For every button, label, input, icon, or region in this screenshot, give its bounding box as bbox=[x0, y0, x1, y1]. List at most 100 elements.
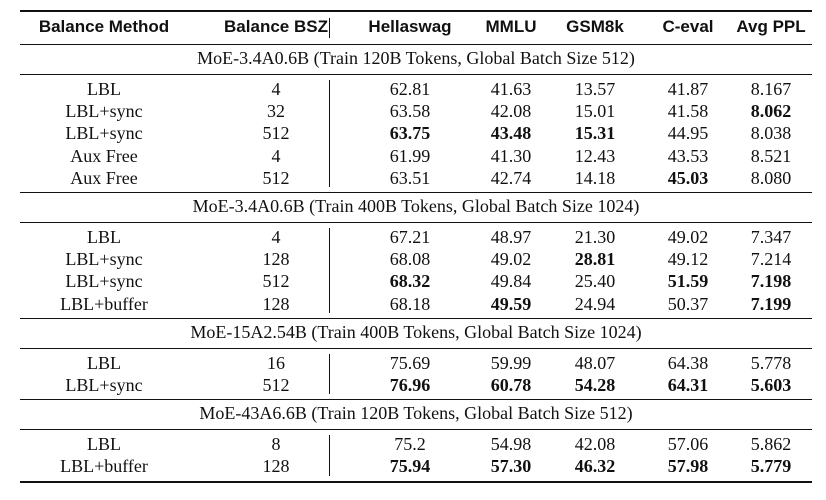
table-cell: 54.98 bbox=[490, 434, 532, 455]
table-cell: 42.08 bbox=[490, 101, 532, 122]
table-cell: 5.778 bbox=[750, 352, 792, 373]
table-cell: 8.521 bbox=[750, 145, 792, 166]
header-cell: C-eval bbox=[662, 17, 714, 36]
header-cell: GSM8k bbox=[566, 17, 624, 36]
table-cell: 41.30 bbox=[490, 145, 532, 166]
table-cell: LBL bbox=[87, 227, 121, 247]
table-cell: 57.06 bbox=[667, 434, 709, 455]
table-cell: 512 bbox=[262, 123, 290, 144]
table-cell: 8.080 bbox=[750, 167, 792, 188]
table-cell: 12.43 bbox=[574, 145, 616, 166]
table-cell: 512 bbox=[262, 271, 290, 292]
bottom-rule bbox=[20, 480, 812, 483]
table-cell: 41.63 bbox=[490, 79, 532, 99]
table-cell: 5.779 bbox=[750, 456, 792, 477]
table-cell: Aux Free bbox=[70, 167, 138, 188]
table-cell: 8.062 bbox=[750, 101, 792, 122]
header-cell: Balance Method bbox=[38, 17, 170, 36]
table-cell: 48.97 bbox=[490, 227, 532, 247]
table-cell: 64.31 bbox=[667, 375, 709, 395]
header-cell: MMLU bbox=[485, 17, 537, 36]
table-cell: 49.59 bbox=[490, 293, 532, 314]
table-cell: 68.18 bbox=[389, 293, 431, 314]
group-title: MoE-3.4A0.6B (Train 120B Tokens, Global … bbox=[197, 48, 635, 68]
table-cell: LBL bbox=[87, 434, 121, 455]
column-separator bbox=[329, 228, 330, 313]
table-cell: 13.57 bbox=[574, 79, 616, 99]
group-rule bbox=[20, 74, 812, 75]
table-cell: 7.347 bbox=[750, 227, 792, 247]
table-cell: 68.08 bbox=[389, 249, 431, 270]
table-cell: 49.84 bbox=[490, 271, 532, 292]
table-cell: LBL bbox=[87, 352, 121, 373]
table-cell: 51.59 bbox=[667, 271, 709, 292]
table-cell: 42.08 bbox=[574, 434, 616, 455]
table-cell: 43.48 bbox=[490, 123, 532, 144]
table-cell: 512 bbox=[262, 375, 290, 395]
table-cell: 5.603 bbox=[750, 375, 792, 395]
table-cell: 76.96 bbox=[389, 375, 431, 395]
table-cell: LBL+sync bbox=[65, 271, 143, 292]
table-cell: 7.198 bbox=[750, 271, 792, 292]
header-cell: Balance BSZ bbox=[224, 17, 328, 36]
table-cell: 45.03 bbox=[667, 167, 709, 188]
table-cell: 41.87 bbox=[667, 79, 709, 99]
table-cell: 63.51 bbox=[389, 167, 431, 188]
table-cell: 46.32 bbox=[574, 456, 616, 477]
table-cell: 60.78 bbox=[490, 375, 532, 395]
table-cell: 4 bbox=[271, 145, 281, 166]
table-cell: 15.01 bbox=[574, 101, 616, 122]
group-title: MoE-43A6.6B (Train 120B Tokens, Global B… bbox=[199, 403, 633, 424]
table-cell: 75.94 bbox=[389, 456, 431, 477]
table-cell: LBL+buffer bbox=[60, 456, 148, 477]
table-cell: 21.30 bbox=[574, 227, 616, 247]
table-cell: 14.18 bbox=[574, 167, 616, 188]
table-cell: 128 bbox=[262, 456, 290, 477]
table-cell: 67.21 bbox=[389, 227, 431, 247]
table-cell: 48.07 bbox=[574, 352, 616, 373]
table-cell: 54.28 bbox=[574, 375, 616, 395]
table-cell: 24.94 bbox=[574, 293, 616, 314]
table-cell: 68.32 bbox=[389, 271, 431, 292]
table-cell: 75.2 bbox=[394, 434, 426, 455]
group-rule bbox=[20, 347, 812, 349]
table-cell: 16 bbox=[267, 352, 285, 373]
table-cell: 59.99 bbox=[490, 352, 532, 373]
table-cell: 64.38 bbox=[667, 352, 709, 373]
table-cell: LBL+buffer bbox=[60, 293, 148, 314]
top-rule bbox=[20, 10, 812, 12]
table-cell: 49.02 bbox=[667, 227, 709, 247]
table-cell: 62.81 bbox=[389, 79, 431, 99]
table-cell: 41.58 bbox=[667, 101, 709, 122]
table-cell: 50.37 bbox=[667, 293, 709, 314]
table-cell: 128 bbox=[262, 249, 290, 270]
group-title: MoE-3.4A0.6B (Train 400B Tokens, Global … bbox=[192, 196, 640, 216]
group-end-rule bbox=[20, 192, 812, 193]
table-cell: 61.99 bbox=[389, 145, 431, 166]
column-separator bbox=[329, 353, 330, 395]
table-cell: LBL+sync bbox=[65, 249, 143, 270]
group-rule bbox=[20, 429, 812, 431]
table-cell: 63.75 bbox=[389, 123, 431, 144]
table-cell: 28.81 bbox=[574, 249, 616, 270]
table-cell: 43.53 bbox=[667, 145, 709, 166]
table-cell: 8 bbox=[271, 434, 281, 455]
group-title: MoE-15A2.54B (Train 400B Tokens, Global … bbox=[190, 321, 642, 342]
table-cell: LBL+sync bbox=[65, 375, 143, 395]
table-cell: 49.02 bbox=[490, 249, 532, 270]
table-cell: 512 bbox=[262, 167, 290, 188]
column-separator bbox=[329, 435, 330, 476]
group-end-rule bbox=[20, 317, 812, 319]
table-cell: 4 bbox=[271, 79, 281, 99]
table-cell: 32 bbox=[267, 101, 285, 122]
table-cell: 7.214 bbox=[750, 249, 792, 270]
table-cell: 44.95 bbox=[667, 123, 709, 144]
table-cell: 128 bbox=[262, 293, 290, 314]
table-cell: 8.038 bbox=[750, 123, 792, 144]
table-cell: 57.30 bbox=[490, 456, 532, 477]
table-cell: 25.40 bbox=[574, 271, 616, 292]
table-cell: 5.862 bbox=[750, 434, 792, 455]
table-cell: 42.74 bbox=[490, 167, 532, 188]
group-end-rule bbox=[20, 399, 812, 401]
table-cell: 4 bbox=[271, 227, 281, 247]
